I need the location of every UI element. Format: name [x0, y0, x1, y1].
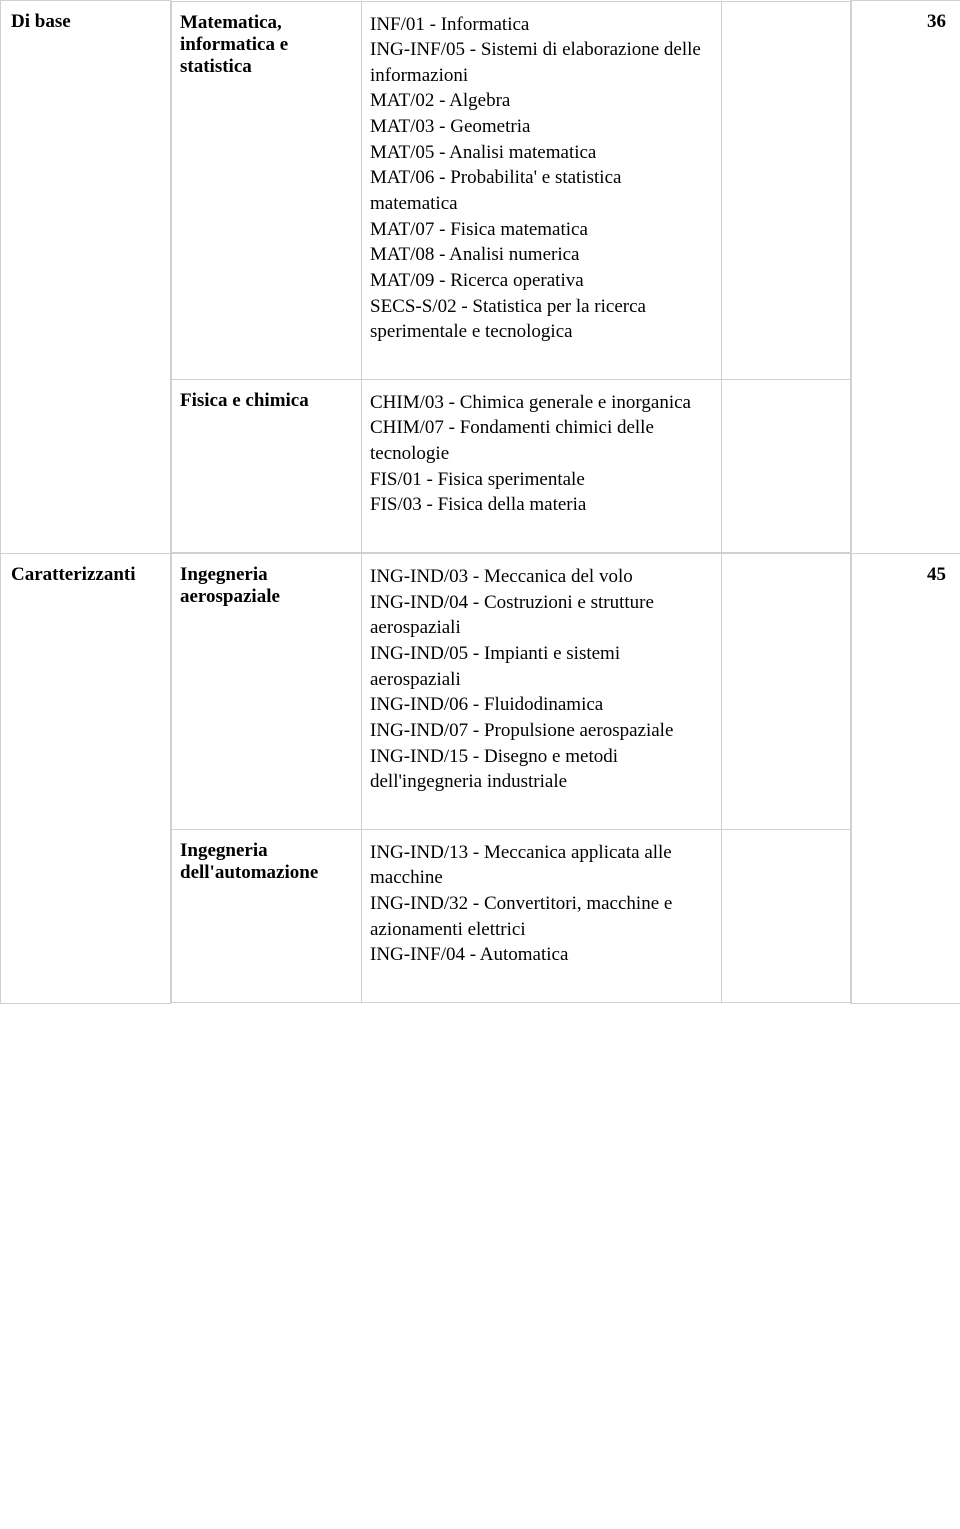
curriculum-table: Di baseMatematica, informatica e statist… [0, 0, 960, 1004]
description-cell: CHIM/03 - Chimica generale e inorganicaC… [362, 379, 722, 552]
credits-value: 36 [851, 1, 960, 41]
subgroup-cell: Ingegneria dell'automazione [172, 829, 362, 1002]
subgroup-label: Fisica e chimica [172, 380, 361, 420]
description-cell: ING-IND/13 - Meccanica applicata alle ma… [362, 829, 722, 1002]
description-text: CHIM/03 - Chimica generale e inorganicaC… [362, 380, 721, 528]
description-cell: INF/01 - InformaticaING-INF/05 - Sistemi… [362, 1, 722, 379]
groups-cell: Ingegneria aerospazialeING-IND/03 - Mecc… [171, 553, 851, 1003]
subgroup-label: Ingegneria dell'automazione [172, 830, 361, 892]
gap-cell [722, 554, 852, 830]
category-label: Di base [1, 1, 170, 41]
description-cell: ING-IND/03 - Meccanica del voloING-IND/0… [362, 554, 722, 830]
groups-cell: Matematica, informatica e statisticaINF/… [171, 1, 851, 554]
category-label: Caratterizzanti [1, 554, 170, 594]
subgroup-cell: Fisica e chimica [172, 379, 362, 552]
description-text: INF/01 - InformaticaING-INF/05 - Sistemi… [362, 2, 721, 355]
subgroup-cell: Matematica, informatica e statistica [172, 1, 362, 379]
credits-cell: 36 [851, 1, 960, 554]
subgroup-cell: Ingegneria aerospaziale [172, 554, 362, 830]
credits-value: 45 [851, 554, 960, 594]
description-text: ING-IND/03 - Meccanica del voloING-IND/0… [362, 554, 721, 805]
description-text: ING-IND/13 - Meccanica applicata alle ma… [362, 830, 721, 978]
gap-cell [722, 379, 852, 552]
subgroup-label: Ingegneria aerospaziale [172, 554, 361, 616]
category-cell: Caratterizzanti [1, 553, 171, 1003]
credits-cell: 45 [851, 553, 960, 1003]
subgroup-label: Matematica, informatica e statistica [172, 2, 361, 86]
gap-cell [722, 1, 852, 379]
category-cell: Di base [1, 1, 171, 554]
gap-cell [722, 829, 852, 1002]
